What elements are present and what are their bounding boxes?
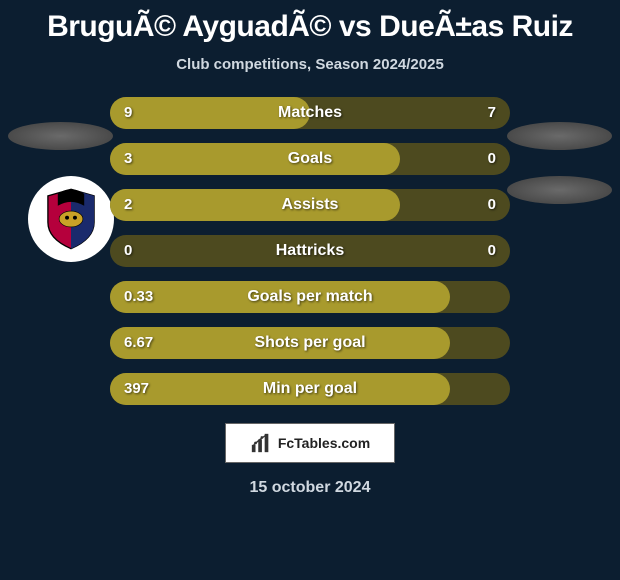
date-label: 15 october 2024 [0, 479, 620, 497]
stat-label: Min per goal [110, 373, 510, 405]
stat-label: Hattricks [110, 235, 510, 267]
value-right: 0 [488, 235, 496, 267]
page-title: BruguÃ© AyguadÃ© vs DueÃ±as Ruiz [0, 0, 620, 44]
stat-row: Goals3 0 [110, 143, 510, 175]
watermark-badge: FcTables.com [225, 423, 395, 463]
stat-row: Min per goal397 [110, 373, 510, 405]
stat-row: Hattricks0 0 [110, 235, 510, 267]
value-left: 6.67 [124, 327, 153, 359]
value-left: 0.33 [124, 281, 153, 313]
value-left: 9 [124, 97, 132, 129]
value-left: 397 [124, 373, 149, 405]
value-right: 7 [488, 97, 496, 129]
stat-label: Matches [110, 97, 510, 129]
stat-row: Assists2 0 [110, 189, 510, 221]
value-left: 3 [124, 143, 132, 175]
stat-row: Matches9 7 [110, 97, 510, 129]
subtitle: Club competitions, Season 2024/2025 [0, 56, 620, 73]
watermark-text: FcTables.com [278, 435, 370, 451]
stat-row: Goals per match0.33 [110, 281, 510, 313]
stat-label: Shots per goal [110, 327, 510, 359]
comparison-chart: Matches97Goals30Assists20Hattricks00Goal… [0, 97, 620, 405]
bar-chart-icon [250, 432, 272, 454]
stat-label: Goals [110, 143, 510, 175]
value-left: 0 [124, 235, 132, 267]
stat-row: Shots per goal6.67 [110, 327, 510, 359]
stat-label: Goals per match [110, 281, 510, 313]
value-left: 2 [124, 189, 132, 221]
value-right: 0 [488, 189, 496, 221]
stat-label: Assists [110, 189, 510, 221]
value-right: 0 [488, 143, 496, 175]
